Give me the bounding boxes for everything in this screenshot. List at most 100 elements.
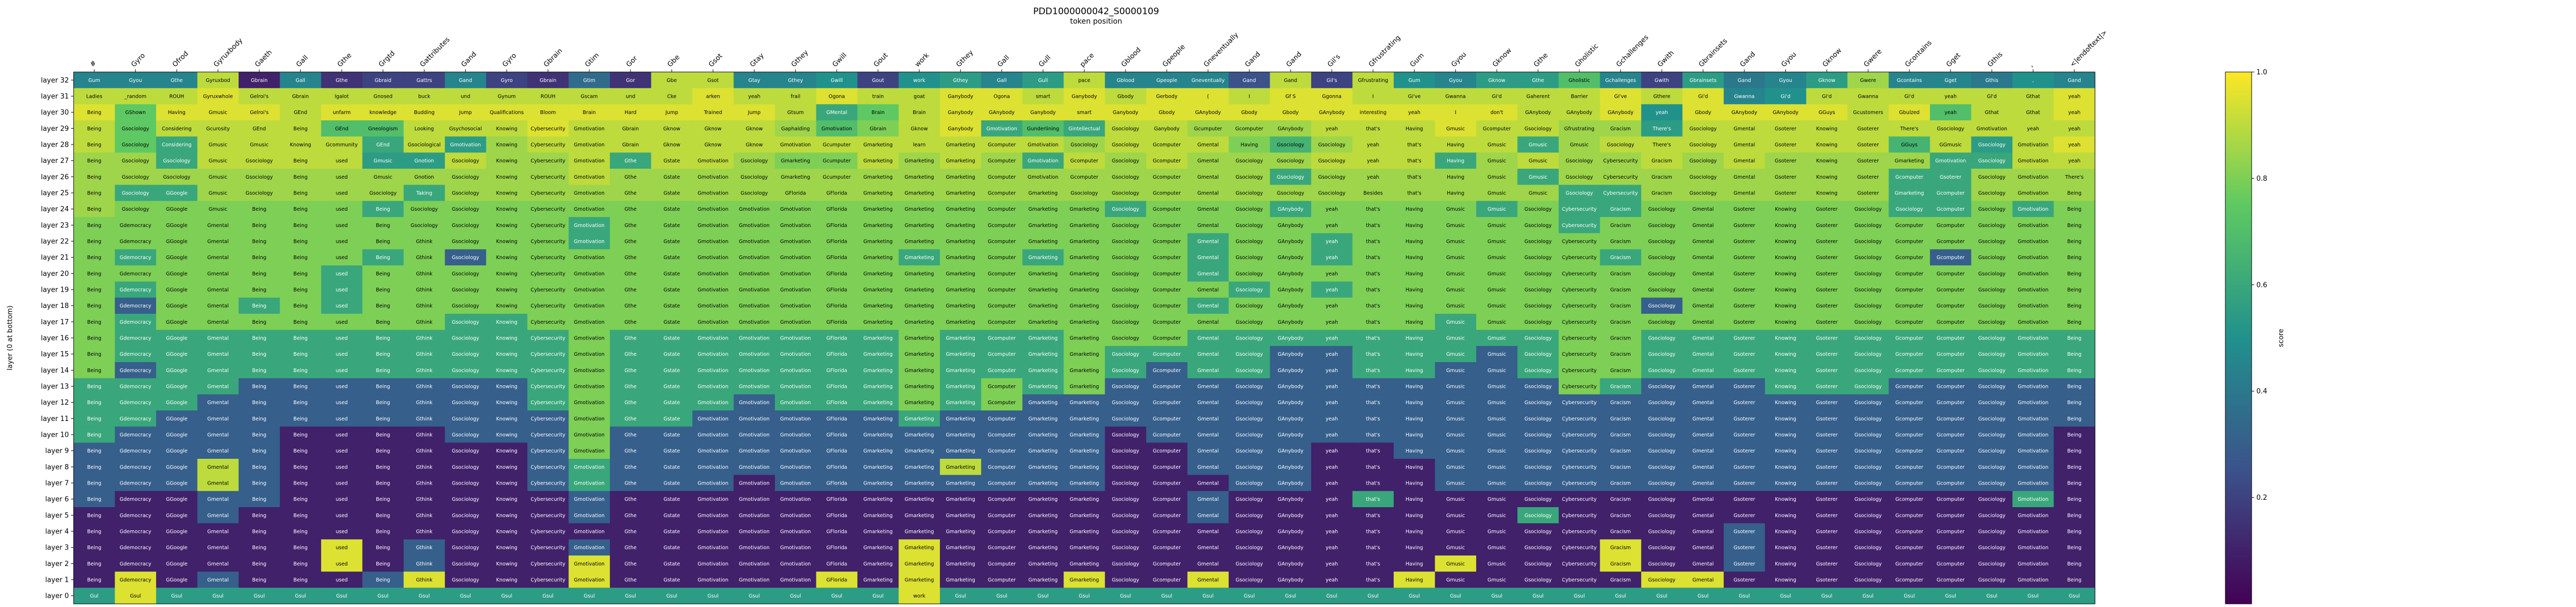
cell-label: Gsociology (1648, 578, 1675, 583)
heatmap-cell (1847, 265, 1889, 282)
heatmap-cell (527, 281, 569, 298)
heatmap-cell (1064, 104, 1106, 121)
cell-label: Gmotivation (574, 448, 605, 454)
cell-label: Gstate (663, 271, 680, 277)
cell-label: Cybersecurity (530, 400, 565, 406)
cell-label: Gmarketing (1028, 368, 1058, 374)
cell-label: Gthat (2026, 94, 2040, 100)
cell-label: Gmental (1198, 384, 1219, 390)
cell-label: arken (706, 94, 720, 100)
cell-label: Gsociology (1525, 433, 1552, 438)
cell-label: yeah (1326, 561, 1338, 567)
cell-label: GAnybody (1277, 271, 1303, 277)
x-tick-label: Gthe (1532, 52, 1550, 69)
heatmap-cell (898, 201, 941, 218)
cell-label: Gsociology (1978, 287, 2006, 293)
x-tick-label: Gand (460, 50, 478, 69)
cell-label: Being (252, 529, 267, 535)
cell-label: Gsociology (741, 174, 768, 180)
cell-label: Gsociology (122, 126, 149, 132)
cell-label: GAnybody (1277, 303, 1303, 309)
cell-label: Gmotivation (739, 481, 770, 487)
cell-label: Gmotivation (698, 368, 728, 374)
heatmap-cell (1847, 169, 1889, 186)
cell-label: Gmental (207, 513, 229, 519)
heatmap-cell (1064, 120, 1106, 137)
cell-label: Gsociology (452, 320, 479, 325)
cell-label: Gmotivation (574, 255, 605, 261)
cell-label: Gmental (1198, 545, 1219, 551)
cell-label: Gstate (663, 320, 680, 325)
heatmap-cell (774, 184, 817, 201)
cell-label: used (336, 320, 348, 325)
cell-label: Gsociology (411, 207, 438, 212)
cell-label: Gsociology (1525, 384, 1552, 390)
cell-label: Gcomputer (1070, 158, 1098, 164)
heatmap-cell (2012, 217, 2054, 234)
cell-label: Gmusic (1446, 400, 1465, 406)
cell-label: Being (87, 400, 101, 406)
heatmap-cell (1888, 88, 1930, 105)
cell-label: Gsociology (452, 271, 479, 277)
cell-label: that's (1366, 561, 1380, 567)
heatmap-cell (1229, 297, 1271, 314)
cell-label: Gcomputer (1895, 287, 1923, 293)
cell-label: Gsoterer (1816, 561, 1837, 567)
cell-label: Gsociology (1235, 191, 1263, 197)
cell-label: Gthink (416, 368, 433, 374)
heatmap-cell (1187, 249, 1229, 266)
heatmap-cell (857, 120, 899, 137)
cell-label: Gmarketing (1028, 448, 1058, 454)
cell-label: Gthink (416, 400, 433, 406)
heatmap-cell (321, 265, 363, 282)
heatmap-cell (1229, 281, 1271, 298)
cell-label: Gmarketing (1070, 529, 1099, 535)
cell-label: Gsul (1863, 593, 1874, 599)
cell-label: Gmarketing (946, 271, 975, 277)
heatmap-cell (1311, 152, 1353, 169)
cell-label: Cybersecurity (530, 303, 565, 309)
cell-label: Gsociology (1112, 481, 1139, 487)
cell-label: Gmotivation (698, 465, 728, 470)
heatmap-cell (1600, 265, 1642, 282)
cell-label: Gmental (207, 497, 229, 502)
cell-label: Gsociology (122, 207, 149, 212)
cell-label: Being (87, 481, 101, 487)
cell-label: Gmental (1692, 239, 1714, 245)
cell-label: Gsociology (1235, 320, 1263, 325)
cell-label: Gmental (207, 433, 229, 438)
cell-label: Gsoterer (1816, 465, 1837, 470)
heatmap-cell (115, 120, 157, 137)
cell-label: Gmotivation (574, 481, 605, 487)
colorbar-tick-label: 0.6 (2256, 281, 2267, 289)
cell-label: Gmusic (1446, 416, 1465, 422)
x-tick-label: Gchallenges (1615, 34, 1650, 69)
heatmap-cell (74, 249, 116, 266)
heatmap-cell (898, 297, 941, 314)
heatmap-cell (197, 281, 239, 298)
heatmap-cell (403, 314, 445, 331)
heatmap-cell (1394, 104, 1436, 121)
cell-label: that's (1366, 545, 1380, 551)
cell-label: Gsociology (452, 448, 479, 454)
heatmap-cell (774, 281, 817, 298)
heatmap-cell (1352, 249, 1394, 266)
cell-label: Gmotivation (2018, 400, 2048, 406)
cell-label: Gracism (1610, 433, 1631, 438)
cell-label: Gmusic (1446, 352, 1465, 357)
heatmap-cell (1723, 184, 1765, 201)
cell-label: Gmotivation (780, 239, 811, 245)
cell-label: Being (87, 142, 101, 148)
cell-label: Cybersecurity (530, 320, 565, 325)
cell-label: Gbrain (292, 94, 309, 100)
cell-label: Gsociology (1690, 126, 1717, 132)
heatmap-cell (1105, 152, 1147, 169)
cell-label: Gsociology (1112, 142, 1139, 148)
cell-label: Being (2067, 336, 2081, 342)
heatmap-cell (486, 346, 528, 363)
heatmap-cell (403, 281, 445, 298)
cell-label: Gmental (1198, 561, 1219, 567)
cell-label: Gdemocracy (120, 352, 151, 357)
heatmap-cell (197, 265, 239, 282)
cell-label: Gmarketing (1070, 433, 1099, 438)
